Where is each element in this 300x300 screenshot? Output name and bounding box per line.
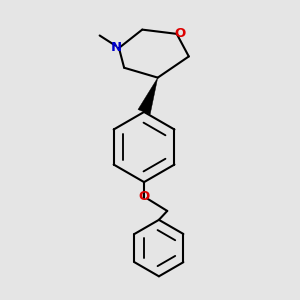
Polygon shape — [138, 78, 158, 114]
Text: N: N — [111, 41, 122, 54]
Text: O: O — [138, 190, 150, 202]
Text: O: O — [175, 27, 186, 40]
